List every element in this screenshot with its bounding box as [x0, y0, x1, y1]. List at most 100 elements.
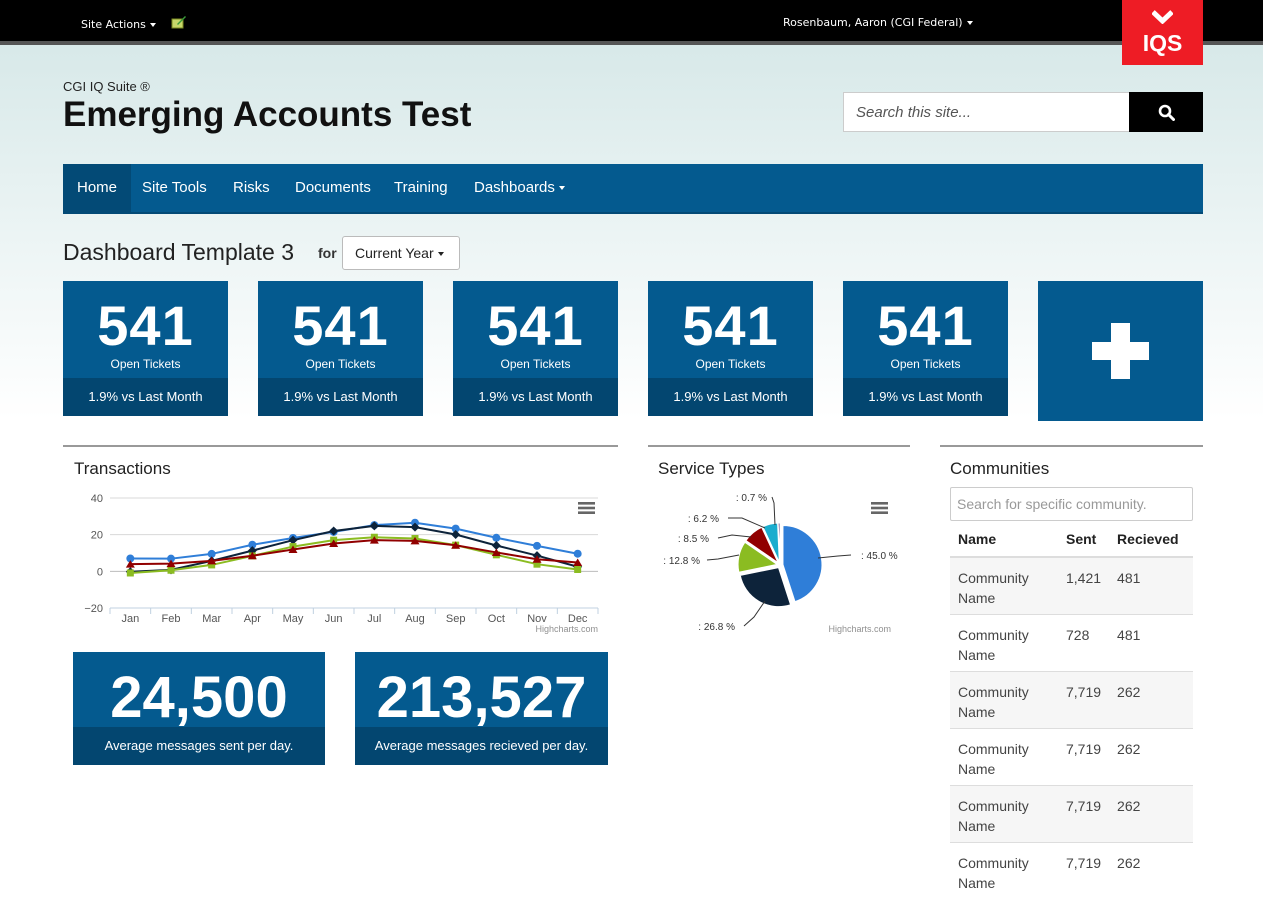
kpi-tile[interactable]: 541 Open Tickets 1.9% vs Last Month	[648, 281, 813, 416]
pie-slice	[737, 541, 779, 573]
x-tick-label: May	[283, 613, 304, 625]
data-point	[207, 556, 217, 565]
site-search-input[interactable]	[843, 92, 1130, 132]
column-header-sent[interactable]: Sent	[1058, 522, 1110, 558]
table-row[interactable]: Community Name 7,719 262	[950, 727, 1193, 785]
pie-slice	[739, 567, 792, 608]
column-header-name[interactable]: Name	[950, 522, 1058, 558]
column-header-received[interactable]: Recieved	[1109, 522, 1193, 558]
x-tick-label: Oct	[488, 613, 505, 625]
kpi-label: Open Tickets	[110, 357, 181, 371]
received-count: 262	[1109, 841, 1193, 899]
add-tile-button[interactable]	[1038, 281, 1203, 421]
sent-count: 7,719	[1058, 784, 1110, 842]
table-row[interactable]: Community Name 7,719 262	[950, 841, 1193, 899]
stat-tile: 213,527 Average messages recieved per da…	[355, 652, 608, 765]
dashboard-title: Dashboard Template 3	[63, 239, 294, 265]
sent-count: 7,719	[1058, 727, 1110, 785]
edit-page-icon[interactable]	[171, 15, 187, 29]
kpi-label: Open Tickets	[305, 357, 376, 371]
nav-site-tools[interactable]: Site Tools	[142, 179, 207, 196]
community-name: Community Name	[950, 556, 1058, 614]
x-tick-label: Jun	[325, 613, 343, 625]
user-menu[interactable]: Rosenbaum, Aaron (CGI Federal)	[783, 16, 973, 29]
data-point	[125, 560, 135, 568]
main-nav: Home Site Tools Risks Documents Training…	[63, 164, 1203, 214]
data-point	[288, 535, 298, 545]
chevron-down-icon	[1152, 10, 1173, 24]
panel-divider	[648, 445, 910, 447]
nav-home[interactable]: Home	[63, 164, 132, 212]
kpi-trend: 1.9% vs Last Month	[63, 378, 228, 416]
pie-label: : 45.0 %	[861, 551, 898, 562]
data-point	[533, 541, 541, 550]
data-point	[166, 559, 176, 568]
x-tick-label: Jul	[367, 613, 381, 625]
data-point	[126, 569, 134, 577]
data-point	[369, 521, 379, 531]
nav-risks[interactable]: Risks	[233, 179, 270, 196]
x-tick-label: Mar	[202, 613, 221, 625]
chart-menu-icon[interactable]	[578, 501, 595, 515]
kpi-tile[interactable]: 541 Open Tickets 1.9% vs Last Month	[843, 281, 1008, 416]
transactions-chart: −20 0 20 40 Jan Feb Mar Apr May Jun Jul Aug Sep Oct No…	[84, 493, 599, 634]
data-point	[492, 533, 501, 542]
y-tick-label: 20	[91, 530, 103, 542]
suite-label: CGI IQ Suite ®	[63, 79, 150, 94]
kpi-value: 541	[292, 294, 389, 357]
series-line	[130, 524, 578, 573]
community-name: Community Name	[950, 613, 1058, 671]
data-point	[126, 554, 135, 563]
data-point	[451, 524, 460, 533]
panel-divider	[63, 445, 618, 447]
stat-value: 213,527	[376, 665, 587, 730]
table-row[interactable]: Community Name 7,719 262	[950, 784, 1193, 842]
kpi-value: 541	[682, 294, 779, 357]
y-tick-label: −20	[84, 603, 103, 615]
table-row[interactable]: Community Name 1,421 481	[950, 556, 1193, 614]
sent-count: 7,719	[1058, 841, 1110, 899]
received-count: 262	[1109, 727, 1193, 785]
data-point	[207, 549, 216, 558]
data-point	[329, 526, 339, 536]
table-row[interactable]: Community Name 7,719 262	[950, 670, 1193, 728]
kpi-tile[interactable]: 541 Open Tickets 1.9% vs Last Month	[258, 281, 423, 416]
period-select[interactable]: Current Year	[342, 236, 460, 270]
data-point	[369, 536, 379, 544]
chart-menu-icon[interactable]	[871, 501, 888, 515]
x-tick-label: Dec	[568, 613, 588, 625]
x-tick-label: Nov	[527, 613, 547, 625]
data-point	[491, 548, 501, 556]
data-point	[573, 558, 583, 567]
kpi-trend: 1.9% vs Last Month	[453, 378, 618, 416]
pie-label: : 12.8 %	[663, 556, 700, 567]
nav-dashboards[interactable]: Dashboards	[460, 164, 579, 212]
data-point	[329, 539, 339, 547]
pie-connector	[771, 496, 776, 526]
service-types-chart: : 45.0 %: 26.8 %: 12.8 %: 8.5 %: 6.2 %: …	[663, 493, 898, 634]
pie-label: : 0.7 %	[736, 493, 767, 504]
site-actions-menu[interactable]: Site Actions	[81, 18, 156, 31]
sent-count: 7,719	[1058, 670, 1110, 728]
data-point	[208, 561, 216, 569]
pie-connector	[817, 554, 852, 559]
kpi-tile[interactable]: 541 Open Tickets 1.9% vs Last Month	[453, 281, 618, 416]
x-tick-label: Apr	[244, 613, 261, 625]
data-point	[573, 549, 582, 558]
nav-documents[interactable]: Documents	[295, 179, 371, 196]
pie-connector	[743, 600, 766, 627]
kpi-trend: 1.9% vs Last Month	[258, 378, 423, 416]
user-name: Rosenbaum, Aaron (CGI Federal)	[783, 16, 963, 29]
pie-label: : 6.2 %	[688, 514, 719, 525]
x-tick-label: Sep	[446, 613, 466, 625]
y-tick-label: 40	[91, 493, 103, 505]
kpi-tile[interactable]: 541 Open Tickets 1.9% vs Last Month	[63, 281, 228, 416]
received-count: 481	[1109, 613, 1193, 671]
community-search-input[interactable]	[950, 487, 1193, 521]
iqs-logo[interactable]: IQS	[1122, 0, 1203, 65]
stat-label: Average messages sent per day.	[73, 727, 325, 765]
table-row[interactable]: Community Name 728 481	[950, 613, 1193, 671]
x-tick-label: Feb	[162, 613, 181, 625]
search-button[interactable]	[1129, 92, 1203, 132]
nav-training[interactable]: Training	[394, 179, 448, 196]
